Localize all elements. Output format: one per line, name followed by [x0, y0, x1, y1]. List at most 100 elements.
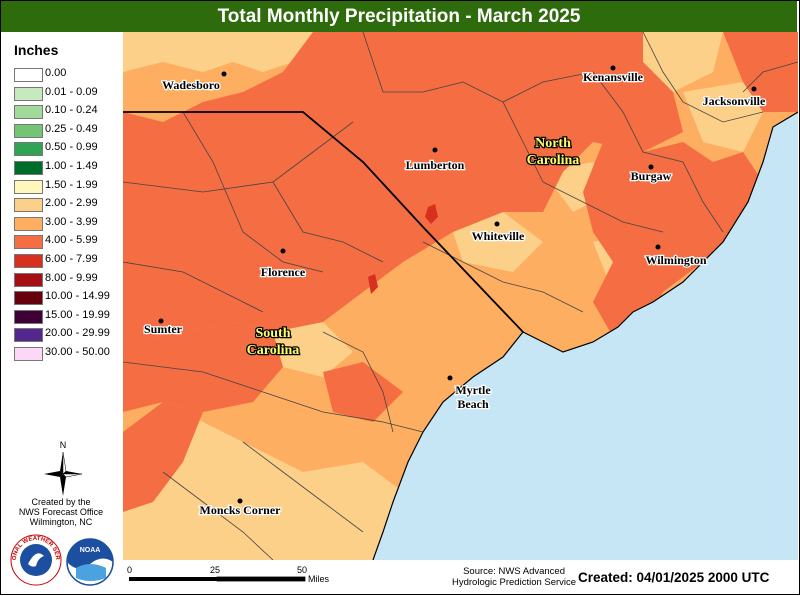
legend-label: 0.10 - 0.24 [45, 104, 98, 117]
created-by-line2: NWS Forecast Office [18, 507, 104, 517]
city-marker-whiteville [494, 221, 500, 227]
legend-label: 10.00 - 14.99 [45, 290, 110, 303]
legend-label: 1.50 - 1.99 [45, 178, 98, 191]
legend-item: 6.00 - 7.99 [14, 253, 118, 268]
city-marker-kenansville [610, 65, 616, 71]
city-label-lumberton: Lumberton [406, 158, 465, 172]
source-line2: Hydrologic Prediction Service [452, 577, 577, 588]
legend-item: 20.00 - 29.99 [14, 327, 118, 343]
created-timestamp: Created: 04/01/2025 2000 UTC [578, 570, 770, 585]
city-label-myrtle-beach-line2: Beach [457, 397, 489, 411]
city-marker-lumberton [432, 147, 438, 153]
legend-swatch [14, 328, 43, 343]
noaa-logo: NOAA [66, 538, 114, 586]
legend-panel: Inches 0.00 0.01 - 0.09 0.10 - 0.24 0.25 - … [1, 32, 122, 593]
city-label-jacksonville: Jacksonville [703, 94, 766, 108]
legend-item: 2.00 - 2.99 [14, 197, 118, 213]
legend-label: 1.00 - 1.49 [45, 160, 98, 172]
legend-item: 30.00 - 50.00 [14, 346, 118, 361]
legend-swatch [14, 68, 43, 82]
city-label-whiteville: Whiteville [472, 229, 525, 243]
city-layer: Wadesboro Kenansville Jacksonville Lumberto… [143, 65, 767, 518]
legend-swatch [14, 272, 43, 287]
city-label-wadesboro: Wadesboro [162, 78, 220, 92]
legend-item: 1.00 - 1.49 [14, 160, 118, 175]
city-marker-wadesboro [221, 71, 227, 77]
city-label-wilmington: Wilmington [645, 253, 706, 267]
ocean [373, 112, 798, 560]
legend-item: 8.00 - 9.99 [14, 271, 118, 287]
source-line1: Source: NWS Advanced [463, 566, 565, 577]
legend-swatch [14, 216, 43, 231]
compass-north-label: N [60, 440, 67, 450]
legend-swatch [14, 291, 43, 306]
legend-swatch [14, 309, 43, 324]
legend-swatch [14, 179, 43, 194]
created-by-note: Created by the NWS Forecast Office Wilmi… [2, 497, 120, 527]
city-marker-wilmington [655, 244, 661, 250]
noaa-logo-text: NOAA [80, 547, 101, 554]
legend-label: 3.00 - 3.99 [45, 215, 98, 228]
legend-swatch [14, 161, 43, 175]
state-boundary [123, 111, 524, 333]
legend-label: 6.00 - 7.99 [45, 253, 98, 265]
legend-title: Inches [14, 42, 59, 58]
legend-item: 1.50 - 1.99 [14, 178, 118, 194]
city-marker-myrtle-beach [447, 375, 453, 381]
scale-tick-25: 25 [210, 565, 220, 575]
legend-label: 0.01 - 0.09 [45, 85, 98, 98]
legend-label: 0.00 [45, 67, 67, 79]
legend-label: 15.00 - 19.99 [45, 308, 110, 321]
legend-swatch [14, 123, 43, 138]
legend-label: 8.00 - 9.99 [45, 271, 98, 284]
legend-swatch [14, 105, 43, 120]
state-label-north-carolina-line1: North [535, 136, 571, 151]
city-marker-moncks-corner [237, 498, 243, 504]
map-canvas: Wadesboro Kenansville Jacksonville Lumberto… [123, 32, 798, 560]
city-label-moncks-corner: Moncks Corner [200, 503, 282, 517]
city-marker-sumter [158, 318, 164, 324]
created-by-line3: Wilmington, NC [29, 517, 93, 527]
legend-swatch [14, 347, 43, 361]
legend-item: 4.00 - 5.99 [14, 234, 118, 250]
legend-label: 30.00 - 50.00 [45, 346, 110, 358]
scale-unit: Miles [308, 574, 330, 584]
legend-swatch [14, 86, 43, 101]
city-label-myrtle-beach-line1: Myrtle [455, 383, 491, 397]
legend-label: 20.00 - 29.99 [45, 327, 110, 340]
map-title: Total Monthly Precipitation - March 2025 [1, 1, 797, 32]
precip-zone-4-6 [123, 32, 798, 512]
state-label-north-carolina-line2: Carolina [527, 153, 580, 168]
legend-swatch [14, 254, 43, 268]
legend-item: 3.00 - 3.99 [14, 215, 118, 231]
city-label-sumter: Sumter [144, 322, 183, 336]
source-note: Source: NWS Advanced Hydrologic Predicti… [452, 566, 576, 588]
precipitation-map: Wadesboro Kenansville Jacksonville Lumberto… [123, 32, 798, 560]
legend-item: 0.00 [14, 67, 118, 82]
compass-rose-icon: N [38, 438, 88, 496]
legend-item: 0.25 - 0.49 [14, 122, 118, 138]
legend-item: 0.50 - 0.99 [14, 141, 118, 157]
coastline [372, 111, 798, 560]
legend-label: 0.50 - 0.99 [45, 141, 98, 154]
legend-item: 15.00 - 19.99 [14, 308, 118, 324]
city-marker-florence [280, 248, 286, 254]
state-label-south-carolina-line2: Carolina [247, 343, 300, 358]
legend-label: 0.25 - 0.49 [45, 122, 98, 135]
legend-label: 2.00 - 2.99 [45, 197, 98, 210]
legend-label: 4.00 - 5.99 [45, 234, 98, 247]
city-marker-jacksonville [751, 86, 757, 92]
city-label-kenansville: Kenansville [583, 70, 644, 84]
scale-tick-0: 0 [127, 565, 132, 575]
created-by-line1: Created by the [31, 497, 91, 507]
county-boundaries [123, 32, 798, 560]
legend-item: 0.10 - 0.24 [14, 104, 118, 120]
scale-bar: 0 25 50 Miles [125, 563, 355, 591]
legend-swatch [14, 142, 43, 157]
state-label-south-carolina-line1: South [255, 326, 290, 341]
city-marker-burgaw [648, 164, 654, 170]
nws-logo: NATIONAL WEATHER SERVICE [8, 530, 62, 586]
legend-item: 0.01 - 0.09 [14, 85, 118, 101]
legend-item: 10.00 - 14.99 [14, 290, 118, 306]
scale-tick-50: 50 [297, 565, 307, 575]
